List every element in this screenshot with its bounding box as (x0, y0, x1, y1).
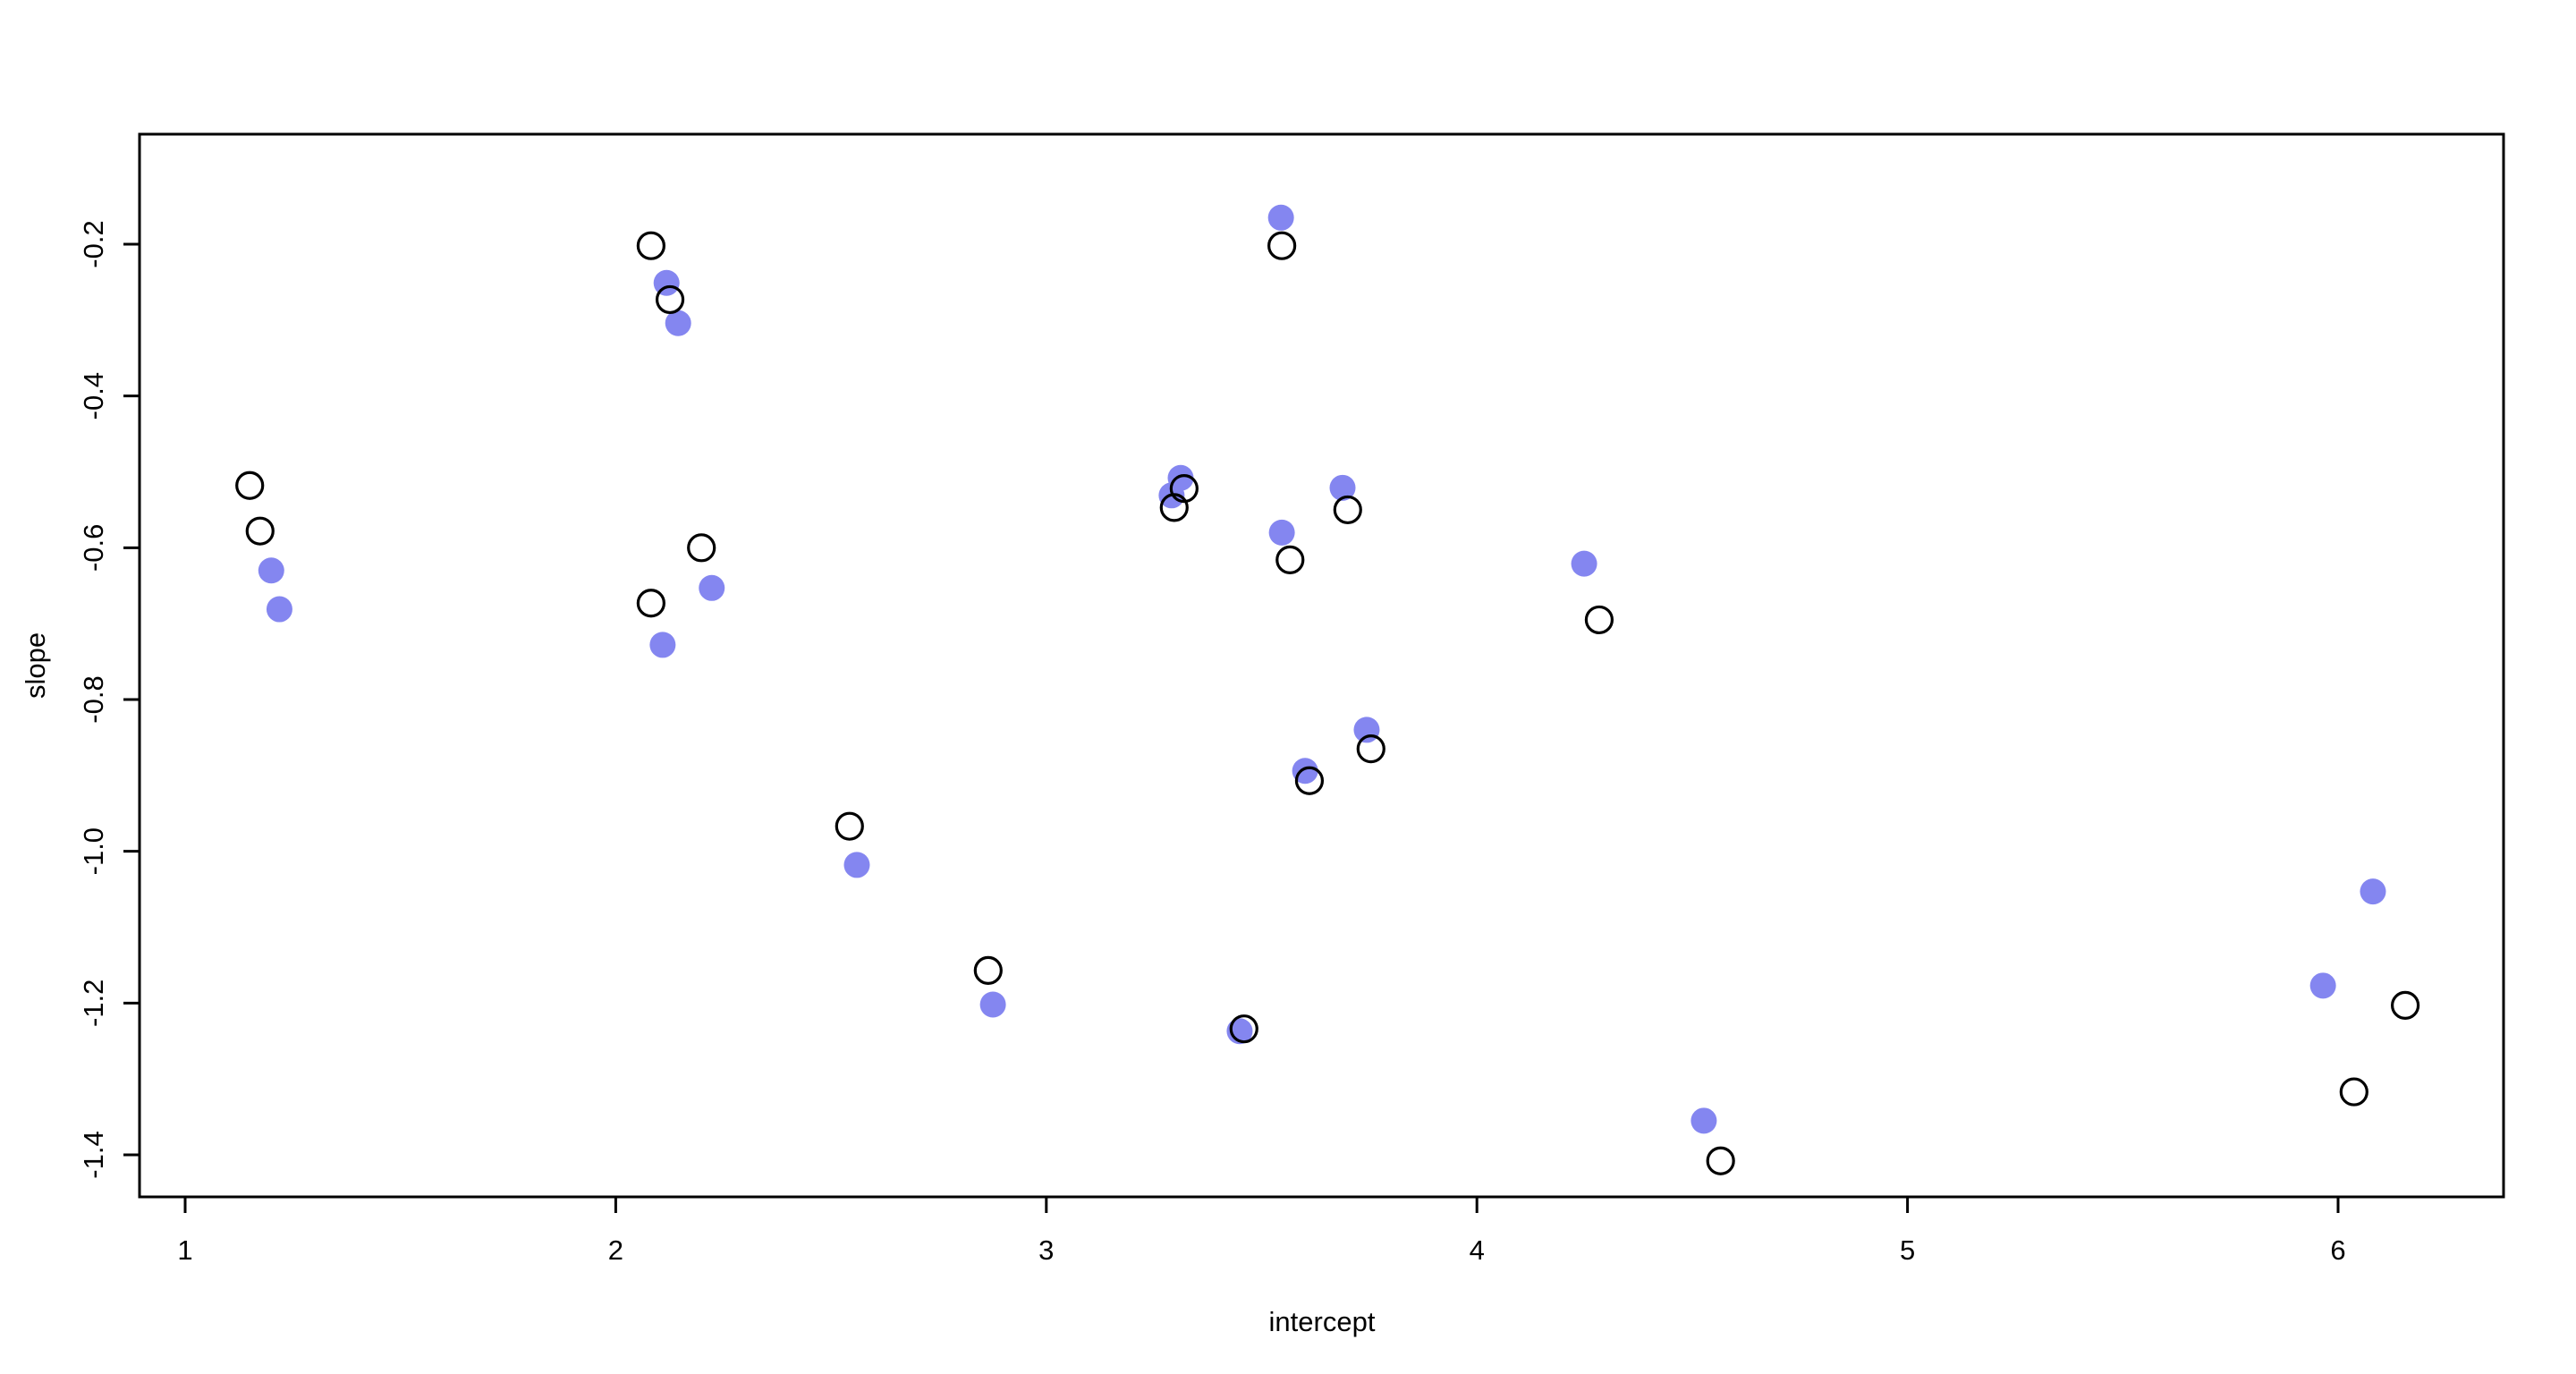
x-tick-label: 3 (1038, 1234, 1054, 1266)
data-point-filled-circle (2360, 878, 2386, 905)
data-point-open-circle (1333, 495, 1362, 525)
data-point-filled-circle (665, 310, 691, 336)
y-tick-label: -1.0 (78, 827, 109, 875)
data-point-filled-circle (653, 269, 680, 296)
data-point-filled-circle (843, 852, 870, 878)
y-tick-label: -1.4 (78, 1131, 109, 1178)
data-point-open-circle (655, 284, 685, 315)
data-point-filled-circle (649, 632, 676, 658)
axes-layer: 1 2 3 4 5 6 -0.2 -0.4 -0.6 -0.8 -1.0 -1.2 -1.4 (78, 132, 2505, 1266)
plot-box (138, 132, 2505, 1199)
data-point-filled-circle (1329, 474, 1356, 501)
y-tick-label: -0.8 (78, 675, 109, 723)
data-point-open-circle (835, 811, 864, 841)
points-layer (235, 204, 2420, 1175)
data-point-filled-circle (1268, 519, 1295, 546)
data-point-open-circle (2339, 1077, 2368, 1107)
data-point-filled-circle (1353, 717, 1380, 743)
y-tick-label: -0.2 (78, 220, 109, 267)
data-point-open-circle (1294, 766, 1325, 795)
x-axis-label: intercept (1269, 1306, 1376, 1337)
data-point-open-circle (973, 955, 1003, 985)
data-point-open-circle (1229, 1014, 1258, 1044)
data-point-open-circle (636, 589, 665, 618)
y-tick-label: -0.4 (78, 372, 109, 420)
data-point-filled-circle (2309, 972, 2336, 999)
data-point-open-circle (1159, 493, 1189, 522)
y-axis-label: slope (20, 632, 51, 699)
data-point-open-circle (235, 471, 265, 500)
x-tick-label: 2 (608, 1234, 623, 1266)
data-point-filled-circle (699, 574, 725, 601)
x-tick-label: 4 (1470, 1234, 1485, 1266)
data-point-filled-circle (979, 991, 1006, 1018)
data-point-open-circle (1275, 545, 1305, 575)
data-point-open-circle (636, 231, 665, 260)
data-point-open-circle (1584, 605, 1614, 635)
data-point-filled-circle (266, 596, 292, 623)
data-point-filled-circle (1571, 550, 1597, 577)
data-point-open-circle (1267, 231, 1297, 260)
data-point-open-circle (1356, 734, 1385, 764)
data-point-open-circle (1706, 1146, 1735, 1175)
data-point-open-circle (687, 533, 716, 563)
data-point-filled-circle (1267, 204, 1294, 231)
x-tick-label: 5 (1900, 1234, 1915, 1266)
data-point-filled-circle (258, 557, 284, 584)
data-point-open-circle (245, 516, 275, 546)
data-point-filled-circle (1292, 758, 1318, 785)
y-tick-label: -1.2 (78, 980, 109, 1027)
x-tick-label: 1 (177, 1234, 192, 1266)
data-point-open-circle (2390, 990, 2420, 1020)
x-tick-label: 6 (2330, 1234, 2345, 1266)
data-point-filled-circle (1690, 1107, 1717, 1134)
y-tick-label: -0.6 (78, 524, 109, 572)
